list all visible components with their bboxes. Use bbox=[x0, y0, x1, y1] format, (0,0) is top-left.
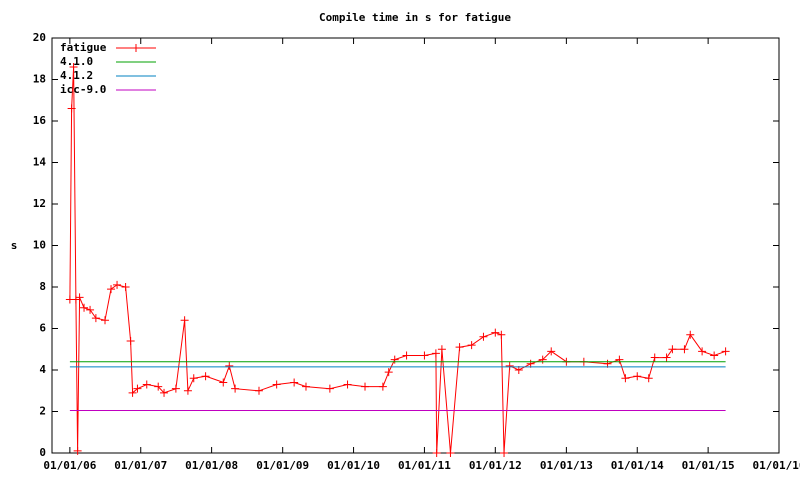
y-tick-label: 20 bbox=[33, 31, 46, 44]
data-point bbox=[547, 347, 556, 356]
data-point bbox=[455, 343, 464, 352]
data-point bbox=[219, 378, 228, 387]
data-point bbox=[479, 332, 488, 341]
data-point bbox=[160, 388, 169, 397]
x-tick-label: 01/01/07 bbox=[114, 459, 167, 472]
data-point bbox=[73, 446, 82, 455]
data-point bbox=[431, 349, 440, 358]
data-point bbox=[71, 295, 80, 304]
data-point bbox=[343, 380, 352, 389]
data-point bbox=[91, 314, 100, 323]
data-point bbox=[633, 372, 642, 381]
legend-label: icc-9.0 bbox=[60, 83, 106, 96]
y-tick-label: 4 bbox=[39, 363, 46, 376]
data-point bbox=[644, 374, 653, 383]
data-point bbox=[113, 280, 122, 289]
y-tick-label: 2 bbox=[39, 405, 46, 418]
y-tick-label: 6 bbox=[39, 322, 46, 335]
data-point bbox=[402, 351, 411, 360]
data-point bbox=[491, 328, 500, 337]
data-point bbox=[171, 384, 180, 393]
data-point bbox=[69, 63, 78, 72]
data-point bbox=[500, 449, 509, 457]
data-point bbox=[290, 378, 299, 387]
data-point bbox=[721, 347, 730, 356]
data-point bbox=[142, 380, 151, 389]
x-tick-label: 01/01/16 bbox=[753, 459, 800, 472]
data-point bbox=[107, 285, 116, 294]
legend-marker bbox=[132, 44, 140, 52]
x-tick-label: 01/01/10 bbox=[327, 459, 380, 472]
data-point bbox=[121, 283, 130, 291]
legend-label: 4.1.2 bbox=[60, 69, 93, 82]
data-point bbox=[154, 382, 163, 391]
y-tick-label: 16 bbox=[33, 114, 47, 127]
data-point bbox=[650, 353, 659, 362]
data-point bbox=[201, 372, 210, 381]
data-point bbox=[126, 336, 135, 345]
data-point bbox=[80, 303, 89, 312]
data-point bbox=[384, 368, 393, 377]
data-point bbox=[75, 293, 84, 302]
data-point bbox=[180, 316, 189, 325]
data-point bbox=[86, 305, 95, 314]
x-tick-label: 01/01/06 bbox=[43, 459, 96, 472]
data-point bbox=[67, 104, 76, 113]
data-point bbox=[710, 351, 719, 360]
data-point bbox=[497, 330, 506, 339]
y-tick-label: 10 bbox=[33, 239, 46, 252]
x-tick-label: 01/01/14 bbox=[611, 459, 664, 472]
data-point bbox=[183, 386, 192, 395]
y-tick-label: 8 bbox=[39, 280, 46, 293]
data-point bbox=[680, 345, 689, 354]
data-point bbox=[467, 341, 476, 350]
data-point bbox=[437, 345, 446, 354]
y-tick-label: 0 bbox=[39, 446, 46, 459]
data-point bbox=[538, 355, 547, 364]
legend-label: fatigue bbox=[60, 41, 107, 54]
data-point bbox=[101, 316, 110, 325]
data-point bbox=[432, 449, 441, 457]
data-point bbox=[668, 345, 677, 354]
legend-label: 4.1.0 bbox=[60, 55, 93, 68]
data-point bbox=[378, 382, 387, 391]
data-point bbox=[615, 355, 624, 364]
x-tick-label: 01/01/15 bbox=[682, 459, 735, 472]
data-point bbox=[662, 353, 671, 362]
y-tick-label: 14 bbox=[33, 156, 47, 169]
data-point bbox=[390, 355, 399, 364]
data-point bbox=[254, 386, 263, 395]
data-point bbox=[505, 361, 514, 370]
x-tick-label: 01/01/08 bbox=[185, 459, 238, 472]
data-point bbox=[686, 330, 695, 339]
x-tick-label: 01/01/12 bbox=[469, 459, 522, 472]
data-point bbox=[301, 382, 310, 391]
data-point bbox=[272, 380, 281, 389]
data-point bbox=[420, 351, 429, 360]
y-tick-label: 12 bbox=[33, 197, 46, 210]
data-point bbox=[189, 374, 198, 383]
data-point bbox=[325, 384, 334, 393]
x-tick-label: 01/01/13 bbox=[540, 459, 593, 472]
x-tick-label: 01/01/09 bbox=[256, 459, 309, 472]
y-tick-label: 18 bbox=[33, 73, 46, 86]
y-axis-label: s bbox=[11, 239, 18, 252]
data-point bbox=[231, 384, 240, 393]
data-point bbox=[133, 384, 142, 393]
x-tick-label: 01/01/11 bbox=[398, 459, 451, 472]
data-point bbox=[698, 347, 707, 356]
data-point bbox=[621, 374, 630, 383]
data-point bbox=[361, 382, 370, 391]
data-point bbox=[225, 361, 234, 370]
data-point bbox=[446, 449, 455, 457]
data-point bbox=[128, 388, 137, 397]
chart-title: Compile time in s for fatigue bbox=[319, 11, 511, 24]
